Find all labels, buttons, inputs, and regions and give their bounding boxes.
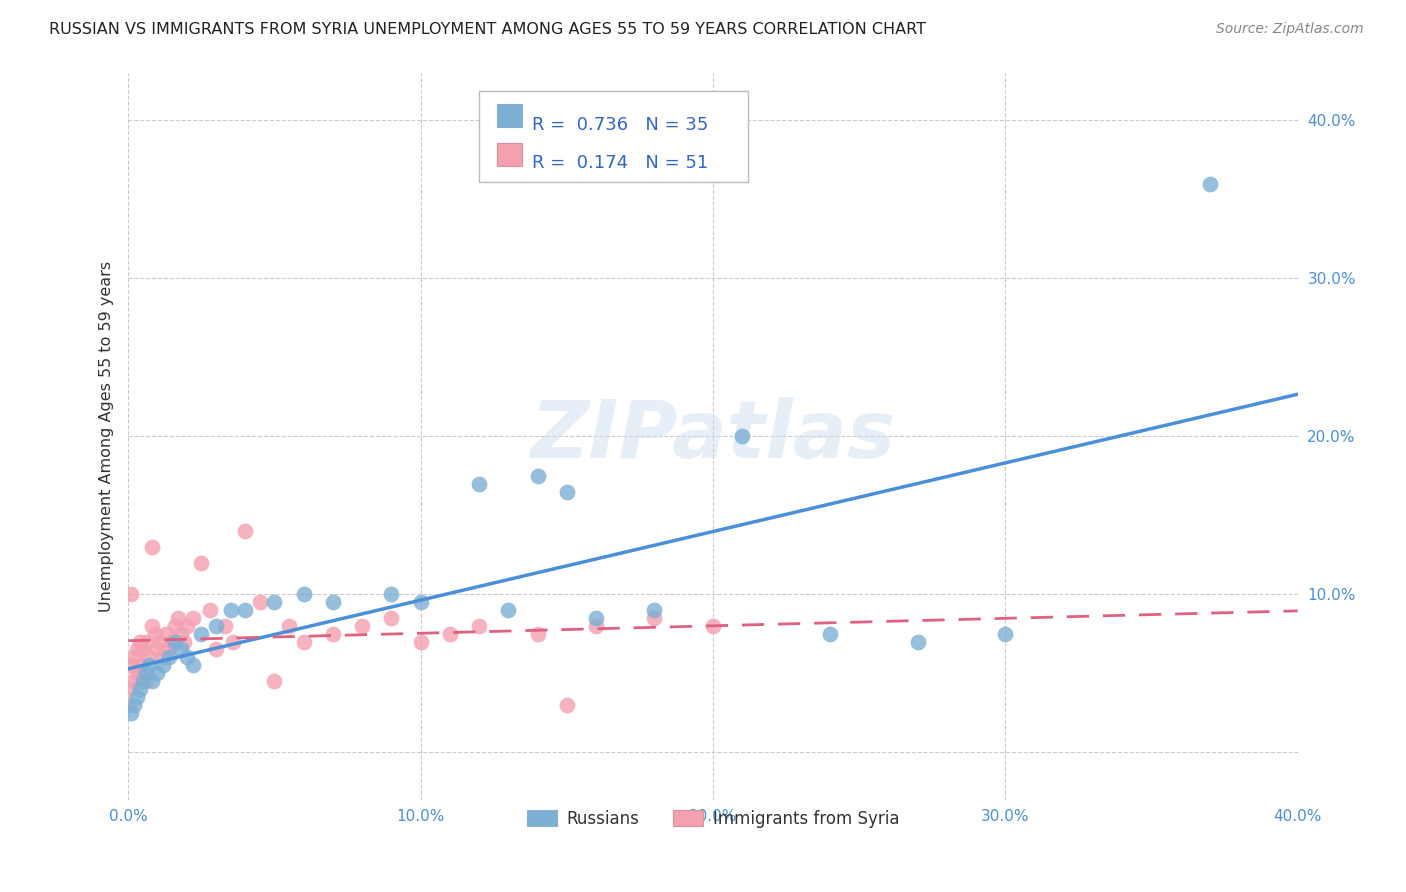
Point — [731, 429, 754, 443]
Point — [233, 603, 256, 617]
Point — [135, 634, 157, 648]
Point — [643, 611, 665, 625]
Point — [160, 634, 183, 648]
Bar — [496, 143, 523, 166]
Point — [818, 626, 841, 640]
Point — [263, 595, 285, 609]
Point — [163, 619, 186, 633]
Point — [120, 587, 142, 601]
Point — [167, 611, 190, 625]
Point — [146, 642, 169, 657]
Point — [146, 666, 169, 681]
Point — [176, 650, 198, 665]
Point — [409, 595, 432, 609]
Point — [585, 611, 607, 625]
Point — [278, 619, 301, 633]
Point — [129, 658, 152, 673]
Text: ZIPatlas: ZIPatlas — [530, 397, 896, 475]
Point — [135, 666, 157, 681]
Point — [181, 658, 204, 673]
Point — [129, 681, 152, 696]
Point — [380, 611, 402, 625]
Point — [205, 642, 228, 657]
Bar — [496, 104, 523, 128]
Point — [439, 626, 461, 640]
Point — [120, 681, 142, 696]
Point — [249, 595, 271, 609]
Point — [141, 540, 163, 554]
Point — [181, 611, 204, 625]
Text: R =  0.174   N = 51: R = 0.174 N = 51 — [531, 154, 709, 172]
Point — [152, 658, 174, 673]
Point — [117, 698, 139, 712]
Point — [555, 698, 578, 712]
Point — [702, 619, 724, 633]
Point — [122, 650, 145, 665]
Point — [170, 626, 193, 640]
Point — [125, 690, 148, 704]
Point — [322, 595, 344, 609]
Point — [222, 634, 245, 648]
Point — [498, 603, 520, 617]
Point — [380, 587, 402, 601]
Text: RUSSIAN VS IMMIGRANTS FROM SYRIA UNEMPLOYMENT AMONG AGES 55 TO 59 YEARS CORRELAT: RUSSIAN VS IMMIGRANTS FROM SYRIA UNEMPLO… — [49, 22, 927, 37]
Point — [219, 603, 242, 617]
Legend: Russians, Immigrants from Syria: Russians, Immigrants from Syria — [520, 804, 905, 835]
Point — [468, 476, 491, 491]
Point — [135, 674, 157, 689]
Text: R =  0.736   N = 35: R = 0.736 N = 35 — [531, 116, 709, 134]
Point — [907, 634, 929, 648]
Point — [322, 626, 344, 640]
Point — [132, 674, 155, 689]
Point — [233, 524, 256, 538]
Text: Source: ZipAtlas.com: Source: ZipAtlas.com — [1216, 22, 1364, 37]
Point — [173, 634, 195, 648]
Point — [555, 484, 578, 499]
Point — [352, 619, 374, 633]
Point — [994, 626, 1017, 640]
Point — [263, 674, 285, 689]
Point — [125, 642, 148, 657]
Point — [132, 642, 155, 657]
Point — [141, 619, 163, 633]
FancyBboxPatch shape — [479, 91, 748, 182]
Point — [585, 619, 607, 633]
Point — [141, 674, 163, 689]
Point — [125, 666, 148, 681]
Point — [120, 658, 142, 673]
Point — [149, 634, 172, 648]
Point — [468, 619, 491, 633]
Point — [1199, 177, 1222, 191]
Point — [143, 626, 166, 640]
Point — [155, 626, 177, 640]
Point — [152, 650, 174, 665]
Point — [120, 706, 142, 720]
Point — [138, 658, 160, 673]
Point — [205, 619, 228, 633]
Point — [643, 603, 665, 617]
Point — [409, 634, 432, 648]
Point — [198, 603, 221, 617]
Point — [190, 556, 212, 570]
Point — [190, 626, 212, 640]
Point — [122, 674, 145, 689]
Point — [157, 650, 180, 665]
Point — [129, 634, 152, 648]
Point — [526, 626, 548, 640]
Point — [526, 468, 548, 483]
Point — [292, 587, 315, 601]
Point — [157, 642, 180, 657]
Point — [176, 619, 198, 633]
Point — [170, 642, 193, 657]
Y-axis label: Unemployment Among Ages 55 to 59 years: Unemployment Among Ages 55 to 59 years — [100, 260, 114, 612]
Point — [292, 634, 315, 648]
Point — [214, 619, 236, 633]
Point — [122, 698, 145, 712]
Point — [132, 666, 155, 681]
Point — [163, 634, 186, 648]
Point — [138, 650, 160, 665]
